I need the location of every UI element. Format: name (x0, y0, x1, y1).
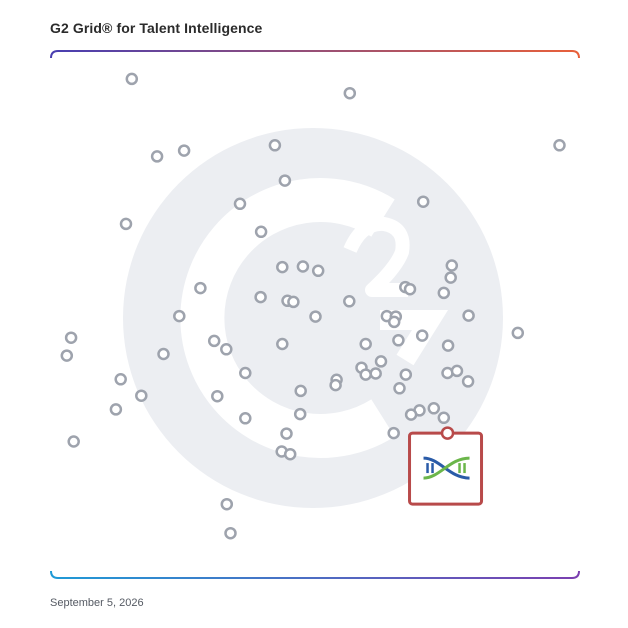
product-point[interactable] (173, 309, 186, 323)
product-point[interactable] (393, 382, 406, 395)
product-point[interactable] (64, 331, 78, 344)
product-point[interactable] (207, 334, 221, 348)
product-point[interactable] (444, 271, 457, 284)
product-point[interactable] (511, 326, 525, 340)
highlight-point[interactable] (440, 426, 455, 440)
product-point[interactable] (109, 403, 123, 416)
product-point[interactable] (220, 497, 234, 511)
product-point[interactable] (278, 174, 292, 187)
product-point[interactable] (276, 337, 289, 351)
product-point[interactable] (392, 334, 405, 347)
product-point[interactable] (280, 427, 293, 440)
product-point[interactable] (119, 217, 133, 231)
product-point[interactable] (239, 412, 252, 425)
product-point[interactable] (157, 347, 170, 361)
chart-title: G2 Grid® for Talent Intelligence (50, 20, 263, 36)
product-point[interactable] (404, 408, 418, 421)
product-point[interactable] (553, 139, 566, 152)
product-point[interactable] (403, 282, 417, 296)
product-point[interactable] (416, 195, 430, 208)
product-point[interactable] (150, 150, 164, 163)
highlighted-product[interactable] (408, 426, 484, 506)
product-point[interactable] (461, 375, 475, 388)
report-date: September 5, 2026 (50, 597, 144, 609)
product-point[interactable] (294, 384, 307, 398)
product-point[interactable] (293, 407, 307, 421)
product-point[interactable] (359, 368, 372, 381)
product-point[interactable] (437, 286, 451, 300)
product-point[interactable] (369, 367, 382, 380)
product-point[interactable] (399, 368, 413, 381)
product-point[interactable] (233, 197, 247, 211)
dna-helix-logo-icon (423, 456, 470, 480)
product-point[interactable] (125, 72, 139, 86)
product-point[interactable] (211, 389, 224, 403)
product-point[interactable] (462, 309, 475, 322)
product-point[interactable] (415, 329, 429, 342)
product-point[interactable] (177, 144, 191, 157)
product-point[interactable] (374, 355, 388, 368)
product-point[interactable] (441, 339, 455, 352)
product-point[interactable] (296, 260, 310, 273)
product-point[interactable] (135, 389, 148, 402)
product-point[interactable] (67, 435, 80, 448)
product-point[interactable] (114, 373, 127, 386)
product-point[interactable] (287, 295, 300, 309)
product-point[interactable] (387, 426, 400, 440)
product-point[interactable] (359, 337, 372, 351)
product-point[interactable] (276, 260, 289, 274)
product-point[interactable] (60, 349, 74, 362)
product-point[interactable] (387, 315, 401, 329)
product-point[interactable] (343, 295, 356, 308)
product-point[interactable] (239, 366, 252, 380)
product-point[interactable] (445, 259, 459, 272)
product-point[interactable] (268, 139, 282, 152)
product-point[interactable] (254, 225, 268, 239)
product-point[interactable] (220, 343, 233, 356)
product-point[interactable] (329, 378, 342, 392)
product-point[interactable] (450, 364, 464, 378)
product-point[interactable] (194, 281, 207, 295)
product-point[interactable] (309, 310, 322, 323)
product-point[interactable] (343, 86, 357, 100)
product-point[interactable] (311, 264, 325, 278)
product-point[interactable] (283, 447, 297, 461)
product-point[interactable] (427, 402, 441, 415)
product-point[interactable] (224, 526, 237, 540)
product-point[interactable] (437, 411, 451, 425)
product-point[interactable] (254, 290, 267, 304)
